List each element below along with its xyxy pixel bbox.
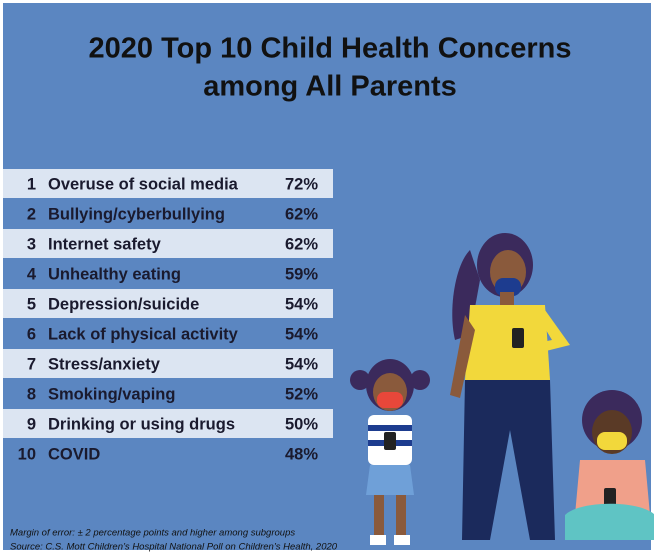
concern: Smoking/vaping: [48, 385, 175, 403]
concern: Drinking or using drugs: [48, 415, 235, 433]
table-row: 6 Lack of physical activity 54%: [27, 325, 319, 343]
rank: 4: [27, 265, 37, 283]
table-row: 4 Unhealthy eating 59%: [27, 265, 319, 283]
concern: Lack of physical activity: [48, 325, 239, 343]
footnote: Margin of error: ± 2 percentage points a…: [10, 528, 295, 539]
concern: Internet safety: [48, 235, 162, 253]
percent: 62%: [285, 235, 318, 253]
concern: Depression/suicide: [48, 295, 199, 313]
table-row: 10 COVID 48%: [18, 445, 319, 463]
rank: 8: [27, 385, 36, 403]
footnote: Source: C.S. Mott Children’s Hospital Na…: [10, 542, 338, 553]
table-row: 9 Drinking or using drugs 50%: [3, 409, 333, 438]
percent: 52%: [285, 385, 318, 403]
rank: 10: [18, 445, 36, 463]
percent: 48%: [285, 445, 318, 463]
percent: 50%: [285, 415, 318, 433]
row-background: [3, 169, 333, 198]
row-background: [3, 229, 333, 258]
percent: 62%: [285, 205, 318, 223]
table-row: 2 Bullying/cyberbullying 62%: [27, 205, 319, 223]
concern: Bullying/cyberbullying: [48, 205, 225, 223]
percent: 54%: [285, 355, 318, 373]
rank: 9: [27, 415, 36, 433]
title-line: 2020 Top 10 Child Health Concerns: [89, 33, 572, 65]
concern: Stress/anxiety: [48, 355, 161, 373]
percent: 54%: [285, 325, 318, 343]
concern: Overuse of social media: [48, 175, 239, 193]
title-line: among All Parents: [203, 71, 457, 103]
table-row: 7 Stress/anxiety 54%: [3, 349, 333, 378]
percent: 54%: [285, 295, 318, 313]
illustration: [350, 233, 654, 545]
percent: 72%: [285, 175, 318, 193]
table-row: 1 Overuse of social media 72%: [3, 169, 333, 198]
percent: 59%: [285, 265, 318, 283]
concern: COVID: [48, 445, 100, 463]
table-row: 5 Depression/suicide 54%: [3, 289, 333, 318]
rank: 5: [27, 295, 36, 313]
row-background: [3, 349, 333, 378]
rank: 2: [27, 205, 36, 223]
row-background: [3, 409, 333, 438]
rank: 7: [27, 355, 36, 373]
rank: 6: [27, 325, 36, 343]
table-row: 8 Smoking/vaping 52%: [27, 385, 319, 403]
table-row: 3 Internet safety 62%: [3, 229, 333, 258]
rank: 3: [27, 235, 36, 253]
rank: 1: [27, 175, 36, 193]
row-background: [3, 289, 333, 318]
concern-table: 1 Overuse of social media 72% 2 Bullying/cyb…: [3, 169, 333, 463]
concern: Unhealthy eating: [48, 265, 181, 283]
